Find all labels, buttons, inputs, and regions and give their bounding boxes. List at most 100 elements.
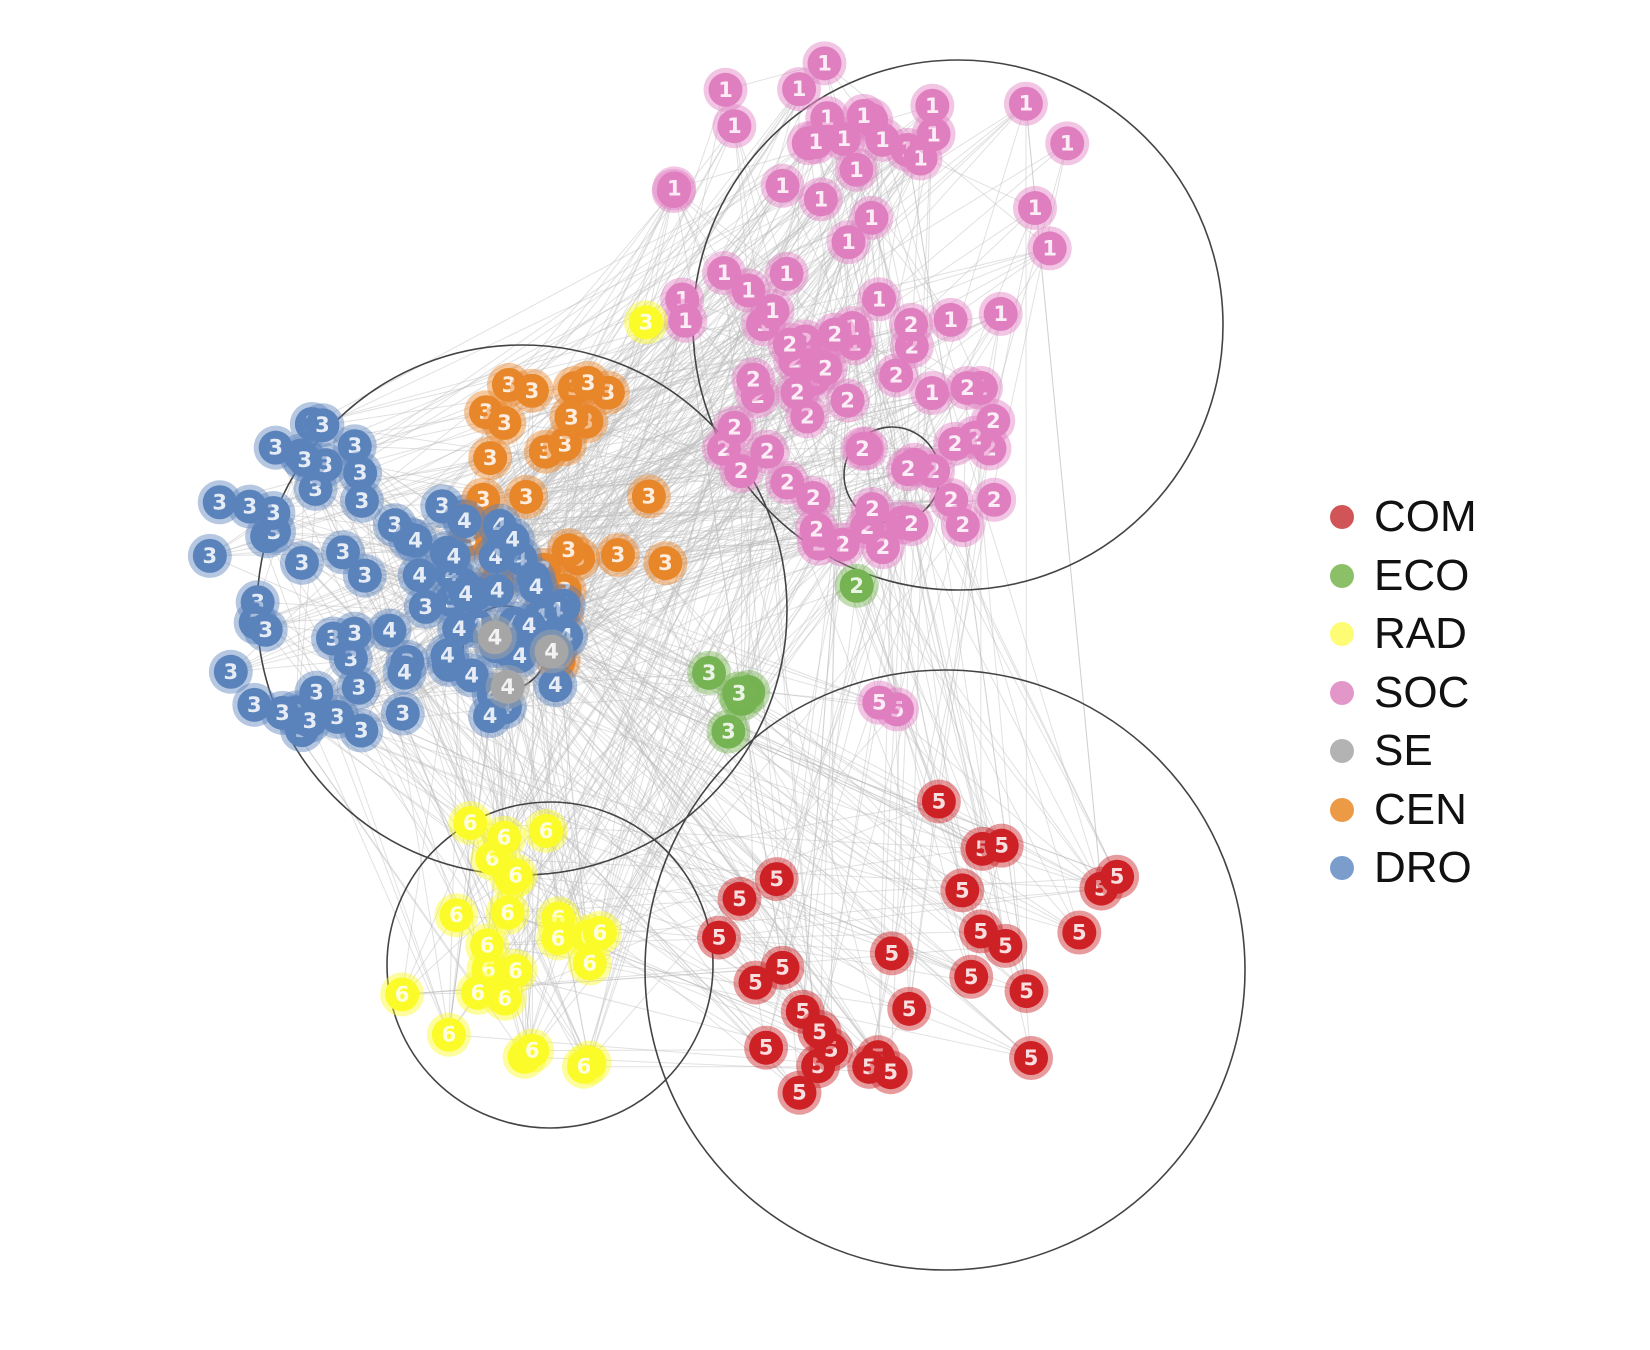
graph-edge <box>296 470 742 713</box>
graph-edge <box>741 698 983 850</box>
node-core <box>983 296 1018 331</box>
graph-edge <box>962 525 1028 992</box>
graph-edge <box>409 188 675 540</box>
node-core <box>582 915 617 950</box>
node-core <box>519 569 554 604</box>
legend-label: COM <box>1374 492 1477 542</box>
graph-node: 1 <box>821 116 866 161</box>
graph-edge <box>514 392 933 624</box>
community-boundary <box>386 801 714 1129</box>
graph-node: 1 <box>978 291 1023 336</box>
node-label: 6 <box>577 1055 592 1079</box>
graph-edge <box>464 88 800 522</box>
graph-node: 3 <box>300 403 345 448</box>
graph-edge <box>336 716 450 1035</box>
graph-node: 3 <box>643 541 688 586</box>
node-label: 3 <box>224 660 239 684</box>
graph-edge <box>681 299 892 1073</box>
graph-edge <box>561 613 870 1068</box>
graph-edge <box>359 472 509 913</box>
graph-edge <box>564 470 934 592</box>
graph-edge <box>539 616 1032 1059</box>
node-label: 5 <box>748 971 763 995</box>
node-core <box>541 921 576 956</box>
graph-edge <box>970 845 1003 977</box>
node-label: 3 <box>347 622 362 646</box>
node-label: 2 <box>760 440 775 464</box>
legend-label: ECO <box>1374 550 1470 600</box>
node-core <box>202 485 237 520</box>
node-core <box>442 611 477 646</box>
node-label: 3 <box>476 488 491 512</box>
node-label: 6 <box>471 981 486 1005</box>
node-label: 6 <box>539 819 554 843</box>
node-label: 4 <box>488 625 503 649</box>
graph-edge <box>1025 103 1102 889</box>
graph-node: 4 <box>485 664 530 709</box>
node-label: 5 <box>812 1020 827 1044</box>
graph-node: 5 <box>733 960 778 1005</box>
node-core <box>487 981 522 1016</box>
graph-edge <box>734 374 897 429</box>
node-label: 3 <box>203 544 218 568</box>
graph-edge <box>354 446 450 1035</box>
node-core <box>387 655 422 690</box>
node-label: 2 <box>960 376 975 400</box>
node-label: 6 <box>508 959 523 983</box>
graph-node: 2 <box>945 365 990 410</box>
node-core <box>749 1030 784 1065</box>
graph-edge <box>209 365 821 557</box>
graph-node: 4 <box>431 534 476 579</box>
graph-edge <box>493 694 910 1010</box>
graph-edge <box>589 482 788 964</box>
graph-node: 3 <box>208 649 253 694</box>
graph-edge <box>441 323 764 507</box>
graph-edge <box>684 320 783 968</box>
graph-edge <box>407 661 804 1013</box>
node-core <box>572 946 607 981</box>
node-label: 4 <box>483 704 498 728</box>
graph-node: 3 <box>336 665 381 710</box>
node-core <box>845 431 880 466</box>
graph-node: 4 <box>382 650 427 695</box>
legend-swatch <box>1330 797 1354 822</box>
node-core <box>988 928 1023 963</box>
node-label: 4 <box>548 673 563 697</box>
node-core <box>717 109 752 144</box>
graph-node: 5 <box>1057 910 1102 955</box>
node-label: 5 <box>883 1060 898 1084</box>
graph-edge <box>503 395 759 838</box>
node-label: 1 <box>943 308 958 332</box>
node-label: 3 <box>351 676 366 700</box>
graph-edge <box>588 482 788 1063</box>
graph-edge <box>565 365 822 637</box>
node-label: 3 <box>354 719 369 743</box>
node-core <box>631 479 666 514</box>
graph-node: 2 <box>794 507 839 552</box>
node-label: 3 <box>318 453 333 477</box>
graph-edge <box>819 242 850 1032</box>
graph-node: 4 <box>533 663 578 708</box>
legend-item-cen: CEN <box>1330 781 1477 840</box>
graph-edge <box>728 731 983 850</box>
node-core <box>447 504 482 539</box>
graph-edge <box>275 447 910 1010</box>
graph-edge <box>448 694 495 1035</box>
graph-edge <box>558 387 982 662</box>
graph-edge <box>453 103 1027 557</box>
node-core <box>862 282 897 317</box>
node-core <box>879 358 914 393</box>
graph-node: 3 <box>687 650 732 695</box>
graph-node: 6 <box>485 890 530 935</box>
node-core <box>846 98 881 133</box>
graph-node: 2 <box>775 370 820 415</box>
node-core <box>894 507 929 542</box>
node-label: 1 <box>809 130 824 154</box>
node-label: 6 <box>500 901 515 925</box>
graph-nodes: 1111111111111111111111111111111111111111… <box>187 41 1140 1115</box>
node-core <box>945 873 980 908</box>
graph-edge <box>533 199 822 579</box>
graph-edge <box>265 629 972 978</box>
graph-edge <box>525 496 1006 947</box>
graph-edge <box>974 437 1032 1059</box>
